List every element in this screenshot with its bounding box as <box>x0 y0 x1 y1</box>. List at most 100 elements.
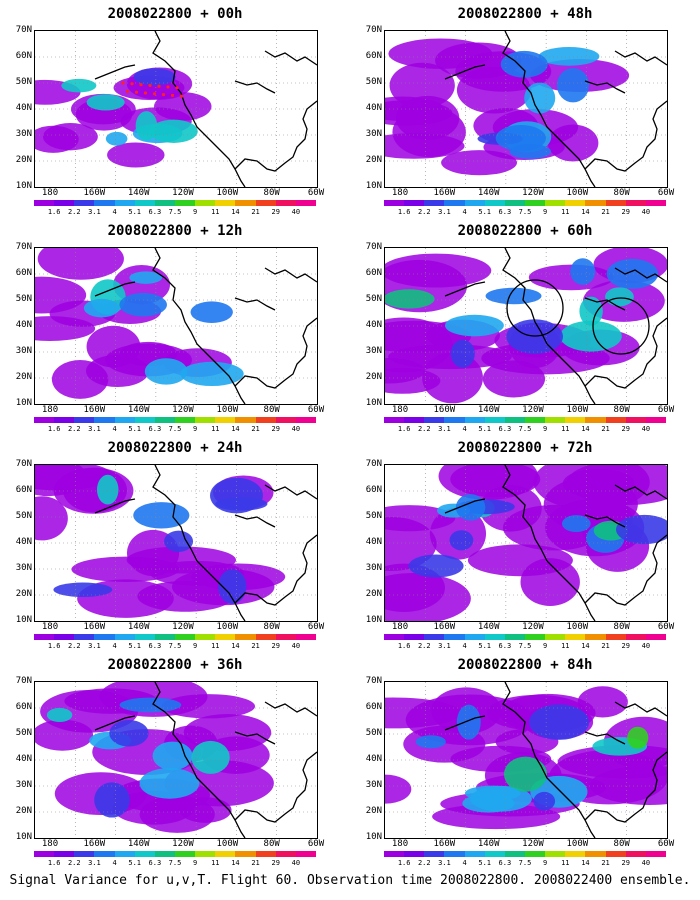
color-bar-label: 1.6 <box>397 859 411 867</box>
lon-label: 80W <box>263 839 280 849</box>
variance-contour <box>533 465 650 511</box>
color-bar-label: 40 <box>291 859 301 867</box>
color-bar-label: 7.5 <box>168 425 182 433</box>
lon-label: 100W <box>216 622 239 632</box>
lon-label: 160W <box>433 839 456 849</box>
color-bar-label: 5.1 <box>128 859 142 867</box>
variance-contour <box>503 756 548 792</box>
color-bar-swatch <box>174 417 196 423</box>
map-area <box>384 464 668 622</box>
color-bar-swatch <box>484 851 505 857</box>
color-bar-swatch <box>585 634 606 640</box>
variance-contour <box>616 514 667 545</box>
flight-track-point <box>157 84 161 88</box>
lon-label: 60W <box>657 188 675 198</box>
map-panel: 2008022800 + 48h 70N 60N 50N 40N 30N 20N 10N 180… <box>350 0 700 218</box>
color-bar-label: 5.1 <box>128 425 142 433</box>
color-bar-swatch <box>565 417 586 423</box>
lat-label: 10N <box>15 181 32 191</box>
color-bar-label: 1.6 <box>47 859 61 867</box>
color-bar-label: 40 <box>641 425 651 433</box>
lat-label: 30N <box>15 780 32 790</box>
lat-label: 20N <box>365 806 382 816</box>
variance-contour <box>180 361 244 386</box>
variance-contour <box>135 111 158 141</box>
map-panel: 2008022800 + 84h 70N 60N 50N 40N 30N 20N 10N 180… <box>350 651 700 869</box>
panel-title: 2008022800 + 00h <box>107 6 243 22</box>
variance-contour <box>137 580 234 612</box>
lon-label: 60W <box>657 839 675 849</box>
color-bar-swatch <box>74 200 95 206</box>
lat-label: 40N <box>15 537 32 547</box>
flight-track-point <box>143 91 148 95</box>
color-bar-swatch <box>34 851 55 857</box>
color-bar-swatch <box>504 634 525 640</box>
color-bar-swatch <box>54 634 75 640</box>
color-bar-swatch <box>215 851 236 857</box>
color-bar-label: 4 <box>112 642 117 650</box>
lat-label: 50N <box>15 728 32 738</box>
color-bar-label: 11 <box>561 208 570 216</box>
color-bar-label: 7.5 <box>168 208 182 216</box>
lon-label: 180 <box>41 622 59 632</box>
variance-contour <box>53 582 113 598</box>
variance-contour <box>385 289 435 309</box>
lon-label: 100W <box>216 188 239 198</box>
color-bar <box>384 851 666 857</box>
lat-label: 60N <box>365 485 382 495</box>
color-bar-swatch <box>645 417 666 423</box>
map-area <box>34 30 318 188</box>
lat-label: 20N <box>15 372 32 382</box>
color-bar-swatch <box>464 200 485 206</box>
variance-contour <box>149 119 198 143</box>
color-bar-swatch <box>154 200 175 206</box>
color-bar-label: 11 <box>211 425 220 433</box>
variance-contour <box>139 767 200 799</box>
color-bar-swatch <box>444 417 465 423</box>
color-bar-swatch <box>235 200 256 206</box>
color-bar-swatch <box>545 417 566 423</box>
map-area <box>34 464 318 622</box>
color-bar-label: 14 <box>581 642 590 650</box>
lon-label: 140W <box>477 188 500 198</box>
color-bar-swatch <box>404 851 425 857</box>
color-bar-label: 9 <box>193 642 198 650</box>
map-area <box>34 681 318 839</box>
lat-label: 30N <box>365 346 382 356</box>
color-bar-label: 4 <box>112 208 117 216</box>
lon-label: 140W <box>127 188 150 198</box>
color-bar-swatch <box>174 200 196 206</box>
coastline <box>94 248 317 404</box>
variance-contour <box>119 697 182 713</box>
color-bar-swatch <box>464 417 485 423</box>
color-bar-label: 14 <box>581 208 590 216</box>
map-panel: 2008022800 + 36h 70N 60N 50N 40N 30N 20N 10N 180… <box>0 651 350 869</box>
lat-label: 10N <box>365 398 382 408</box>
color-bar-swatch <box>34 634 55 640</box>
lat-label: 50N <box>365 77 382 87</box>
color-bar-swatch <box>565 200 586 206</box>
lon-label: 100W <box>566 622 589 632</box>
lat-label: 10N <box>15 398 32 408</box>
color-bar-label: 14 <box>231 642 240 650</box>
color-bar-swatch <box>524 417 546 423</box>
lon-label: 100W <box>216 405 239 415</box>
map-panel: 2008022800 + 24h 70N 60N 50N 40N 30N 20N 10N 180… <box>0 434 350 652</box>
color-bar-swatch <box>114 851 135 857</box>
variance-contour <box>467 544 573 577</box>
color-bar-label: 9 <box>543 425 548 433</box>
map-svg <box>35 682 317 838</box>
color-bar-label: 40 <box>641 208 651 216</box>
color-bar <box>34 634 316 640</box>
variance-contour <box>538 46 600 66</box>
lon-label: 180 <box>41 405 59 415</box>
lon-label: 60W <box>657 622 675 632</box>
lat-label: 40N <box>15 320 32 330</box>
color-bar-label: 1.6 <box>47 425 61 433</box>
lat-label: 60N <box>15 485 32 495</box>
variance-contour <box>85 354 150 388</box>
color-bar-swatch <box>404 634 425 640</box>
lon-label: 160W <box>83 622 106 632</box>
variance-contour <box>46 707 73 723</box>
map-svg <box>35 31 317 187</box>
